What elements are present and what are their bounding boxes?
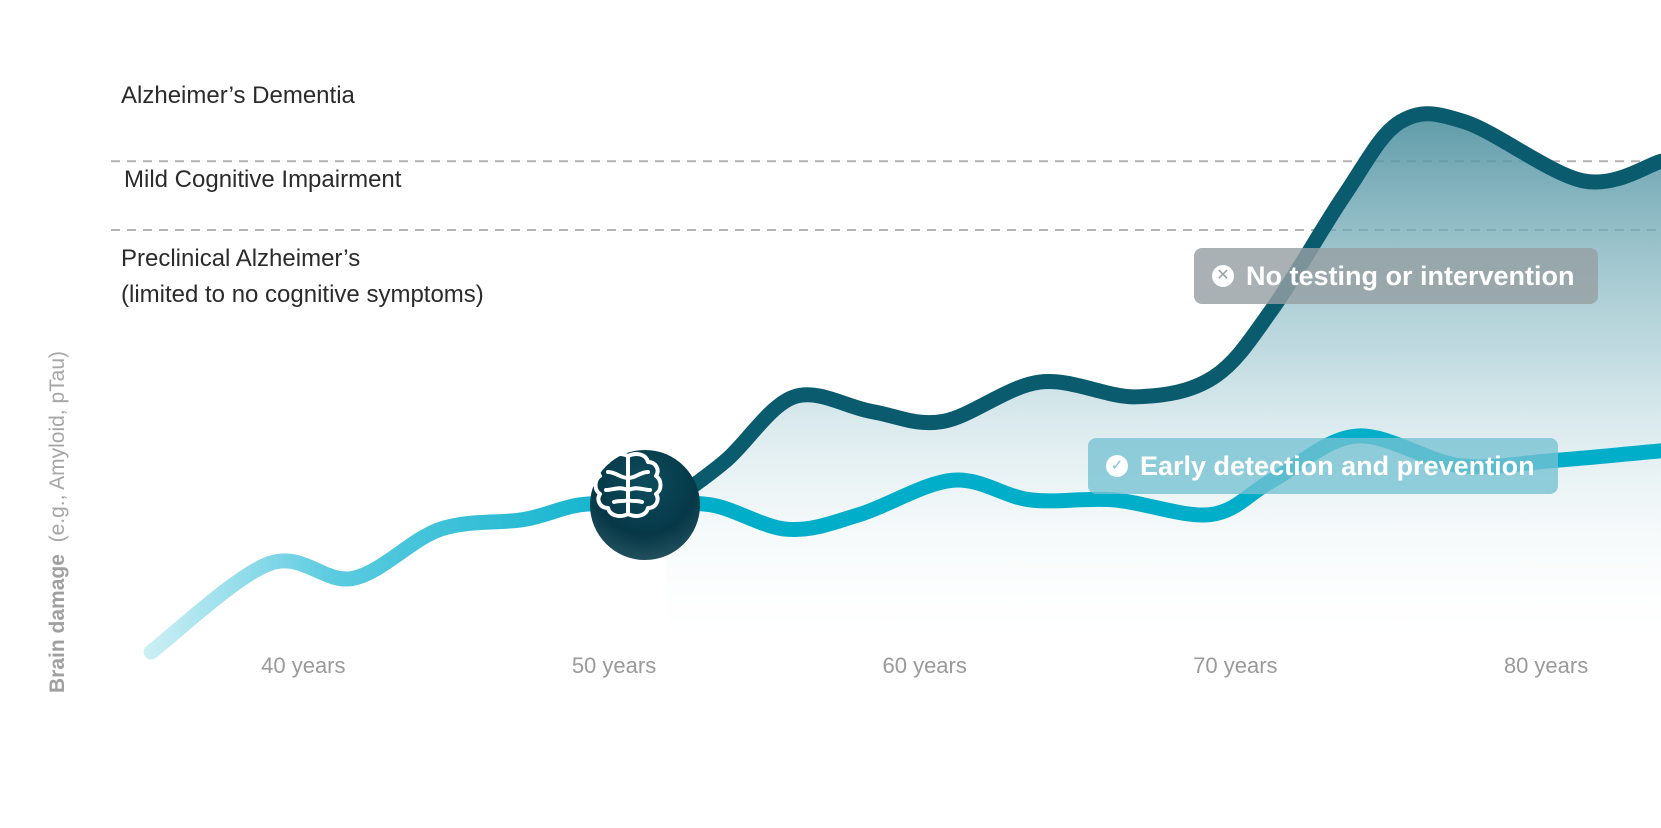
callout-no-intervention-label: No testing or intervention bbox=[1246, 260, 1575, 291]
y-axis-label: Brain damage (e.g., Amyloid, pTau) bbox=[46, 351, 70, 693]
callout-early-detection-label: Early detection and prevention bbox=[1140, 450, 1535, 481]
brain-icon bbox=[593, 451, 663, 518]
stage-sublabel-preclinical: (limited to no cognitive symptoms) bbox=[121, 281, 484, 308]
x-tick-label: 80 years bbox=[1503, 653, 1589, 678]
stage-label-dementia: Alzheimer’s Dementia bbox=[121, 82, 355, 109]
series-layer bbox=[143, 106, 1661, 660]
x-tick-label: 60 years bbox=[882, 653, 967, 678]
close-circle-icon: ✕ bbox=[1212, 265, 1234, 287]
area-layer bbox=[666, 113, 1661, 652]
x-tick-label: 70 years bbox=[1193, 653, 1278, 678]
series-line-no-intervention bbox=[659, 106, 1661, 513]
series-line-early-detection bbox=[143, 428, 1661, 660]
no-intervention-area bbox=[666, 113, 1661, 652]
callout-no-intervention: ✕ No testing or intervention bbox=[1194, 248, 1598, 304]
divergence-marker bbox=[590, 449, 701, 560]
y-axis-label-detail: (e.g., Amyloid, pTau) bbox=[46, 351, 69, 543]
y-axis-label-bold: Brain damage bbox=[46, 554, 69, 693]
x-tick-label: 40 years bbox=[261, 653, 346, 678]
stage-label-mci: Mild Cognitive Impairment bbox=[124, 166, 402, 193]
x-tick-label: 50 years bbox=[571, 653, 657, 678]
threshold-lines bbox=[111, 160, 1661, 231]
stage-label-preclinical: Preclinical Alzheimer’s bbox=[121, 245, 361, 272]
check-circle-icon: ✓ bbox=[1106, 455, 1128, 477]
callout-early-detection: ✓ Early detection and prevention bbox=[1088, 438, 1558, 494]
